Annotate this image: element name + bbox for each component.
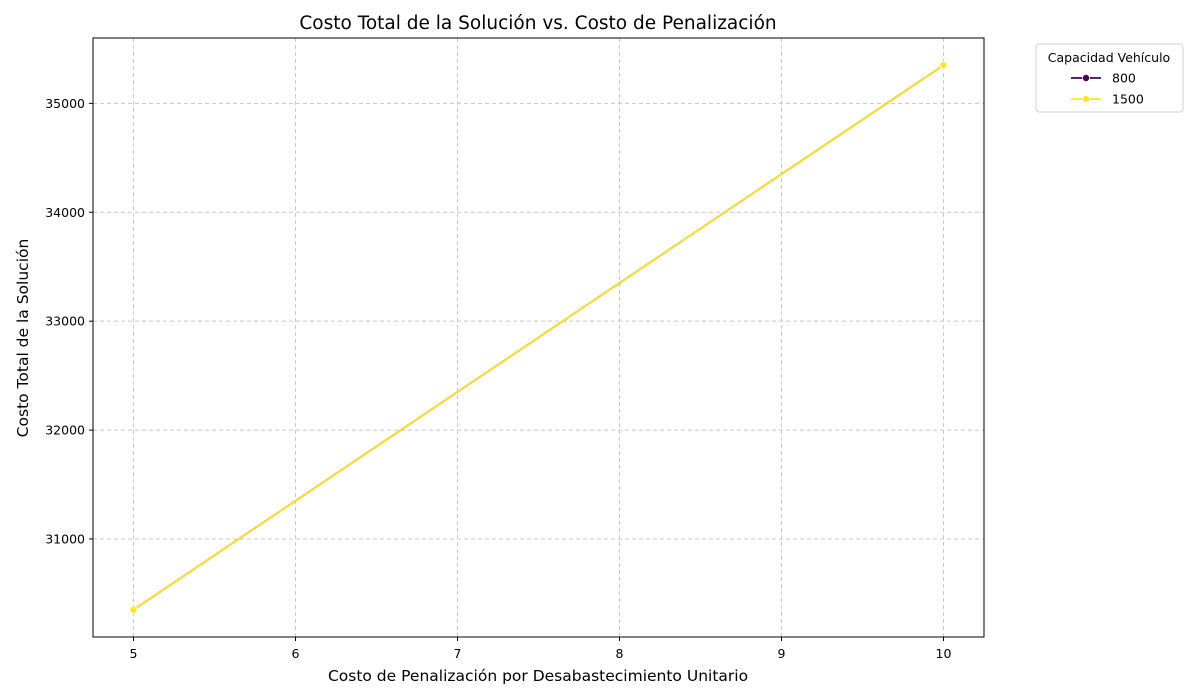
- y-axis-label: Costo Total de la Solución: [14, 239, 32, 438]
- x-tick-label: 10: [936, 646, 952, 661]
- grid-layer: [93, 38, 984, 637]
- y-tick-label: 34000: [45, 205, 85, 220]
- series-1500: [129, 61, 948, 614]
- legend-entry: 800: [1071, 71, 1136, 86]
- legend-entry: 1500: [1071, 92, 1144, 107]
- data-point: [939, 61, 948, 70]
- x-tick-label: 5: [130, 646, 138, 661]
- plot-area-frame: [92, 37, 985, 638]
- legend-marker: [1082, 74, 1091, 83]
- legend-marker: [1082, 95, 1091, 104]
- ticks-layer: 5 6 7 8 9 10 31000 32000 33000 34000 35000: [45, 96, 951, 661]
- data-point: [129, 605, 138, 614]
- x-tick-label: 7: [454, 646, 462, 661]
- y-tick-label: 35000: [45, 96, 85, 111]
- chart-title: Costo Total de la Solución vs. Costo de …: [299, 13, 776, 34]
- legend-entries: 800 1500: [1071, 71, 1144, 107]
- legend-label: 1500: [1112, 92, 1144, 107]
- x-axis-label: Costo de Penalización por Desabastecimie…: [328, 667, 748, 685]
- legend: Capacidad Vehículo 800 1500: [1035, 43, 1184, 113]
- legend-box: [1035, 43, 1184, 113]
- series-line: [132, 64, 945, 611]
- legend-label: 800: [1112, 71, 1136, 86]
- legend-title: Capacidad Vehículo: [1048, 50, 1170, 65]
- series-layer: [129, 61, 948, 614]
- y-tick-label: 33000: [45, 314, 85, 329]
- x-tick-label: 6: [292, 646, 300, 661]
- x-tick-label: 8: [616, 646, 624, 661]
- y-tick-label: 31000: [45, 531, 85, 546]
- y-tick-label: 32000: [45, 423, 85, 438]
- x-tick-label: 9: [778, 646, 786, 661]
